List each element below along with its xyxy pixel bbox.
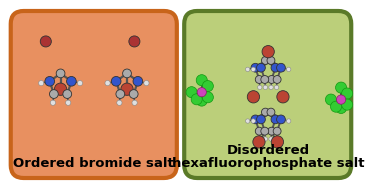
Circle shape: [245, 119, 250, 123]
Circle shape: [251, 115, 260, 124]
Circle shape: [257, 115, 265, 124]
Circle shape: [122, 69, 132, 78]
Circle shape: [273, 127, 281, 135]
Circle shape: [263, 137, 268, 141]
FancyBboxPatch shape: [11, 11, 177, 178]
Circle shape: [39, 81, 44, 86]
Circle shape: [112, 77, 121, 86]
Circle shape: [50, 100, 56, 105]
Circle shape: [281, 119, 285, 123]
Circle shape: [342, 99, 353, 110]
Circle shape: [133, 77, 143, 86]
Circle shape: [132, 100, 137, 105]
Circle shape: [268, 76, 276, 83]
Circle shape: [247, 91, 260, 103]
Circle shape: [255, 127, 263, 135]
Circle shape: [65, 100, 71, 105]
Circle shape: [268, 127, 276, 135]
Circle shape: [274, 137, 279, 141]
Circle shape: [336, 102, 347, 114]
Circle shape: [63, 90, 72, 98]
Circle shape: [267, 108, 275, 116]
Circle shape: [330, 101, 342, 112]
Circle shape: [117, 100, 122, 105]
Circle shape: [325, 94, 336, 105]
Circle shape: [245, 67, 250, 72]
Circle shape: [196, 75, 207, 86]
Circle shape: [105, 81, 110, 86]
Circle shape: [40, 36, 51, 47]
Circle shape: [67, 77, 76, 86]
Circle shape: [45, 77, 54, 86]
Circle shape: [251, 119, 256, 123]
Circle shape: [251, 63, 260, 72]
Circle shape: [271, 63, 280, 72]
Circle shape: [271, 115, 280, 124]
Circle shape: [202, 92, 213, 103]
Circle shape: [262, 57, 270, 64]
Circle shape: [267, 57, 275, 64]
Circle shape: [50, 90, 58, 98]
Circle shape: [257, 63, 265, 72]
Circle shape: [191, 94, 202, 105]
Circle shape: [287, 67, 291, 72]
FancyBboxPatch shape: [184, 11, 351, 178]
Circle shape: [77, 81, 83, 86]
Circle shape: [274, 85, 279, 90]
Circle shape: [54, 83, 67, 95]
Circle shape: [342, 88, 353, 99]
Circle shape: [261, 76, 269, 83]
Circle shape: [253, 136, 265, 148]
Circle shape: [129, 36, 140, 47]
Circle shape: [277, 115, 285, 124]
Circle shape: [262, 108, 270, 116]
Circle shape: [261, 127, 269, 135]
Circle shape: [263, 85, 268, 90]
Circle shape: [116, 90, 125, 98]
Circle shape: [287, 119, 291, 123]
Circle shape: [186, 87, 197, 98]
Circle shape: [255, 76, 263, 83]
Text: Ordered bromide salt: Ordered bromide salt: [13, 157, 174, 170]
Circle shape: [336, 95, 346, 104]
Text: Disordered: Disordered: [227, 144, 310, 157]
Circle shape: [197, 88, 206, 97]
Circle shape: [202, 81, 213, 92]
Circle shape: [144, 81, 149, 86]
Circle shape: [257, 85, 262, 90]
Circle shape: [269, 85, 273, 90]
Circle shape: [277, 91, 289, 103]
Circle shape: [271, 136, 284, 148]
Circle shape: [121, 83, 133, 95]
Circle shape: [262, 46, 274, 58]
Circle shape: [269, 137, 273, 141]
Circle shape: [251, 67, 256, 72]
Circle shape: [273, 76, 281, 83]
Circle shape: [257, 137, 262, 141]
Circle shape: [281, 67, 285, 72]
Circle shape: [277, 63, 285, 72]
Text: hexafluorophosphate salt: hexafluorophosphate salt: [172, 157, 364, 170]
Circle shape: [196, 95, 207, 106]
Circle shape: [56, 69, 65, 78]
Circle shape: [336, 82, 347, 93]
Circle shape: [129, 90, 138, 98]
